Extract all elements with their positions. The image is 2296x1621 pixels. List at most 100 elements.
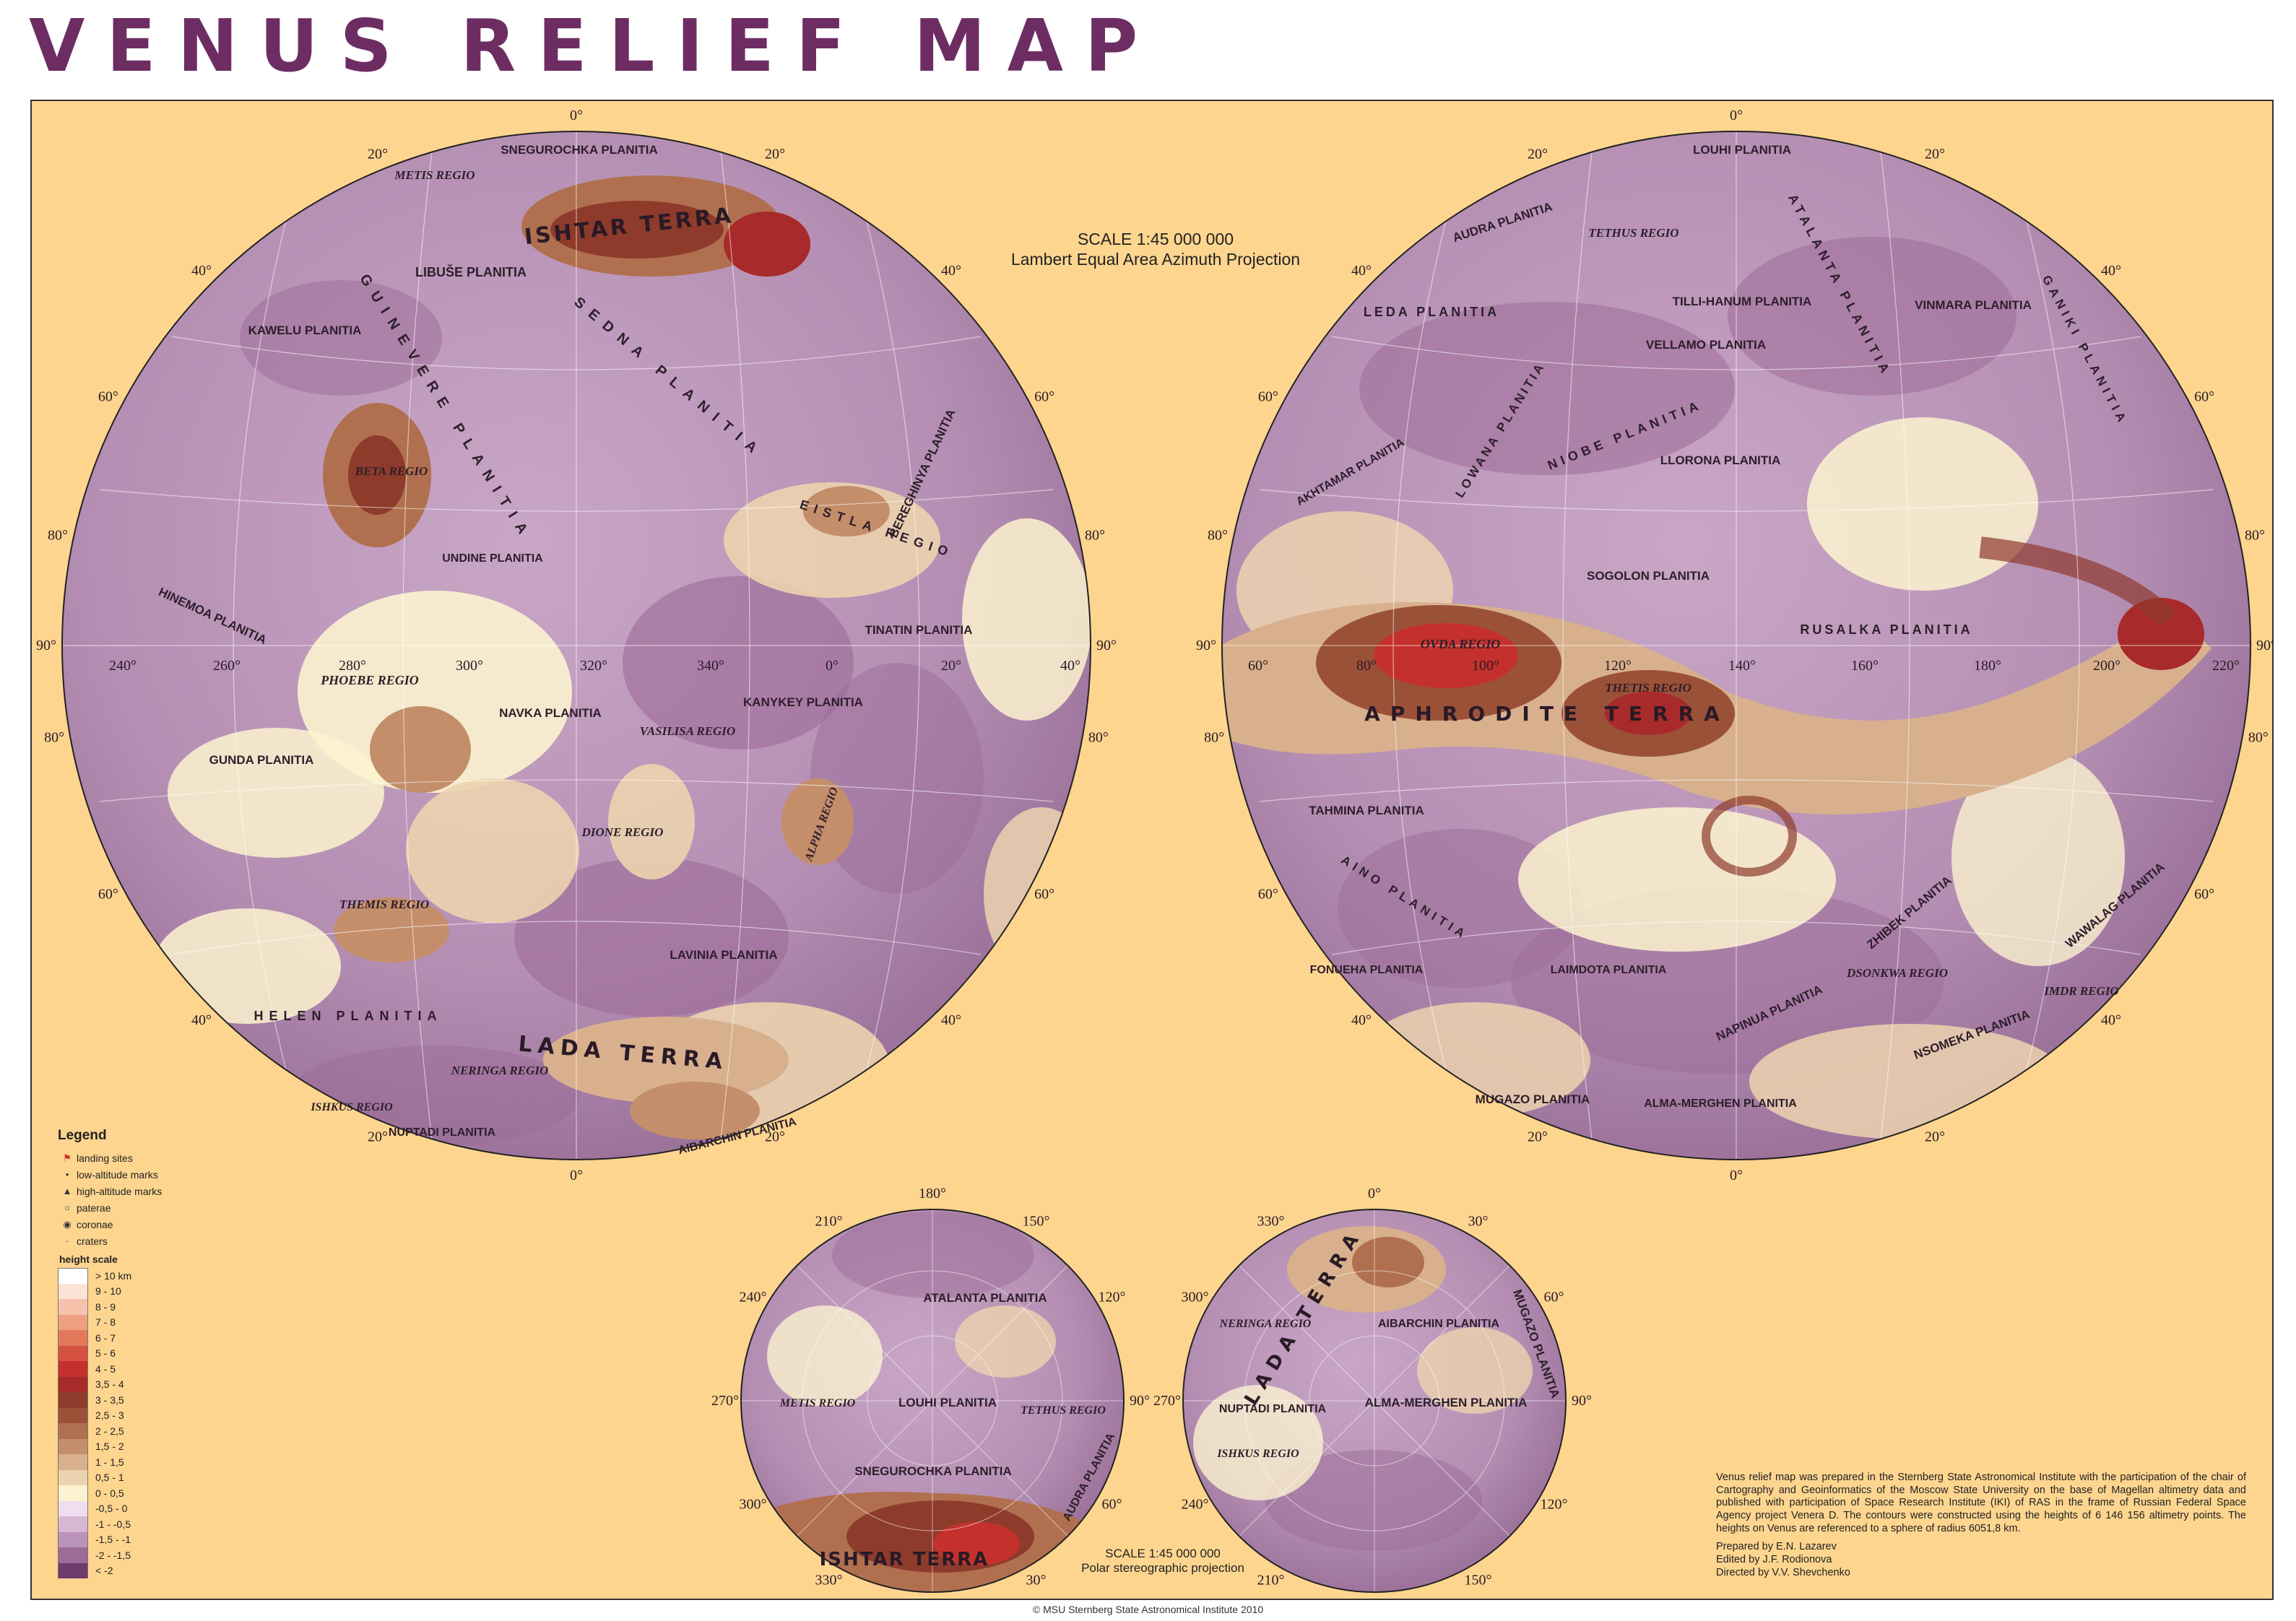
region-label: PHOEBE REGIO [320,673,419,687]
region-label: SNEGUROCHKA PLANITIA [854,1464,1012,1478]
region-label: LOUHI PLANITIA [1693,143,1791,157]
latitude-label: 20° [1528,146,1548,162]
height-scale-row: -1 - -0,5 [58,1516,209,1532]
region-label: NAVKA PLANITIA [499,706,602,720]
polar-longitude-label: 300° [739,1497,766,1513]
ring-icon: ◉ [63,1218,72,1230]
region-label: ISHKUS REGIO [310,1101,393,1113]
legend-symbol-label: paterae [77,1201,111,1214]
region-label: LLORONA PLANITIA [1660,453,1781,467]
region-label: ATALANTA PLANITIA [923,1291,1047,1305]
flag-icon: ⚑ [63,1152,72,1163]
latitude-label: 80° [2245,527,2265,543]
dot-icon: • [65,1169,69,1180]
legend-symbols: ⚑ landing sites • low-altitude marks ▲ high-a… [58,1150,209,1249]
credits-prepared: Prepared by E.N. Lazarev [1716,1541,1837,1553]
polar-longitude-label: 210° [815,1213,843,1229]
region-label: IMDR REGIO [2043,984,2118,998]
height-swatch [58,1407,88,1423]
height-swatch [58,1376,88,1392]
height-scale-row: 7 - 8 [58,1314,209,1330]
polar-longitude-label: 120° [1099,1290,1126,1305]
longitude-label: 180° [1974,658,2001,674]
height-scale-row: 1,5 - 2 [58,1438,209,1454]
height-scale-row: 2 - 2,5 [58,1423,209,1439]
polar-longitude-label: 270° [1153,1393,1181,1409]
latitude-label: 40° [1351,263,1372,279]
latitude-label: 0° [570,1168,583,1183]
height-scale: > 10 km 9 - 10 8 - 9 7 - 8 6 - 7 5 - 6 4 - 5 3,… [58,1268,209,1578]
region-label: BETA REGIO [355,464,428,478]
polar-longitude-label: 60° [1544,1290,1564,1305]
region-label: LAIMDOTA PLANITIA [1551,964,1667,976]
latitude-label: 20° [1528,1129,1548,1145]
latitude-label: 80° [44,729,64,745]
height-swatch [58,1485,88,1501]
legend-title: Legend [58,1128,107,1143]
region-label: LAVINIA PLANITIA [670,948,777,962]
height-swatch [58,1454,88,1470]
longitude-label: 260° [213,658,241,674]
height-swatch [58,1500,88,1516]
latitude-label: 80° [48,527,68,543]
region-label: RUSALKA PLANITIA [1800,622,1972,637]
height-label: 0,5 - 1 [95,1472,124,1484]
latitude-label: 40° [2101,1012,2121,1028]
region-label: VASILISA REGIO [640,724,735,738]
height-scale-row: 5 - 6 [58,1345,209,1361]
latitude-label: 60° [2194,388,2214,404]
latitude-label: 40° [941,1012,961,1028]
height-scale-row: -2 - -1,5 [58,1547,209,1563]
latitude-label: 20° [1925,146,1945,162]
region-label: MUGAZO PLANITIA [1476,1092,1590,1106]
polar-longitude-label: 330° [815,1573,843,1589]
latitude-label: 60° [1034,388,1054,404]
latitude-label: 80° [1208,527,1228,543]
legend-symbol-row: ⚑ landing sites [58,1150,209,1166]
latitude-label: 0° [1730,1168,1743,1183]
height-label: 5 - 6 [95,1347,116,1360]
latitude-label: 90° [2256,638,2274,653]
credits-text: Venus relief map was prepared in the Ste… [1716,1472,2246,1534]
legend-symbol-label: craters [77,1235,108,1247]
height-label: -0,5 - 0 [95,1503,128,1515]
region-label: NERINGA REGIO [451,1064,549,1077]
region-label: VELLAMO PLANITIA [1646,338,1766,352]
map-canvas: SNEGUROCHKA PLANITIA METIS REGIO ISHTAR TE… [36,108,2274,1593]
latitude-label: 60° [1258,887,1278,903]
polar-longitude-label: 330° [1257,1213,1285,1229]
height-scale-row: 1 - 1,5 [58,1454,209,1470]
height-swatch [58,1314,88,1330]
region-label: THEMIS REGIO [339,898,429,911]
region-label: METIS REGIO [394,168,475,182]
height-swatch [58,1516,88,1532]
latitude-label: 80° [1088,729,1109,745]
region-label: FONUEHA PLANITIA [1310,964,1424,976]
height-scale-row: 6 - 7 [58,1330,209,1346]
region-label: KANYKEY PLANITIA [743,695,863,709]
region-label: ISHKUS REGIO [1216,1448,1299,1460]
region-label: TETHUS REGIO [1021,1404,1106,1417]
polar-longitude-label: 90° [1572,1393,1592,1409]
region-label: LEDA PLANITIA [1364,305,1499,319]
legend-symbol-row: ▲ high-altitude marks [58,1183,209,1199]
region-label: SOGOLON PLANITIA [1587,569,1710,583]
small-dot-icon: · [65,1235,69,1246]
region-label: METIS REGIO [779,1397,856,1409]
height-label: 2,5 - 3 [95,1409,124,1422]
height-label: -1 - -0,5 [95,1518,131,1530]
height-scale-row: 0 - 0,5 [58,1485,209,1501]
polar-longitude-label: 30° [1468,1213,1489,1229]
latitude-label: 20° [368,146,388,162]
legend-symbol-row: ○ paterae [58,1199,209,1216]
height-label: -2 - -1,5 [95,1549,131,1561]
longitude-label: 100° [1472,658,1499,674]
region-label: GUNDA PLANITIA [209,753,314,767]
latitude-label: 40° [191,263,212,279]
polar-longitude-label: 150° [1465,1573,1492,1589]
longitude-label: 200° [2093,658,2120,674]
longitude-label: 320° [580,658,607,674]
latitude-label: 80° [1204,729,1224,745]
height-label: 1,5 - 2 [95,1440,124,1453]
legend-symbol-label: landing sites [77,1152,133,1164]
